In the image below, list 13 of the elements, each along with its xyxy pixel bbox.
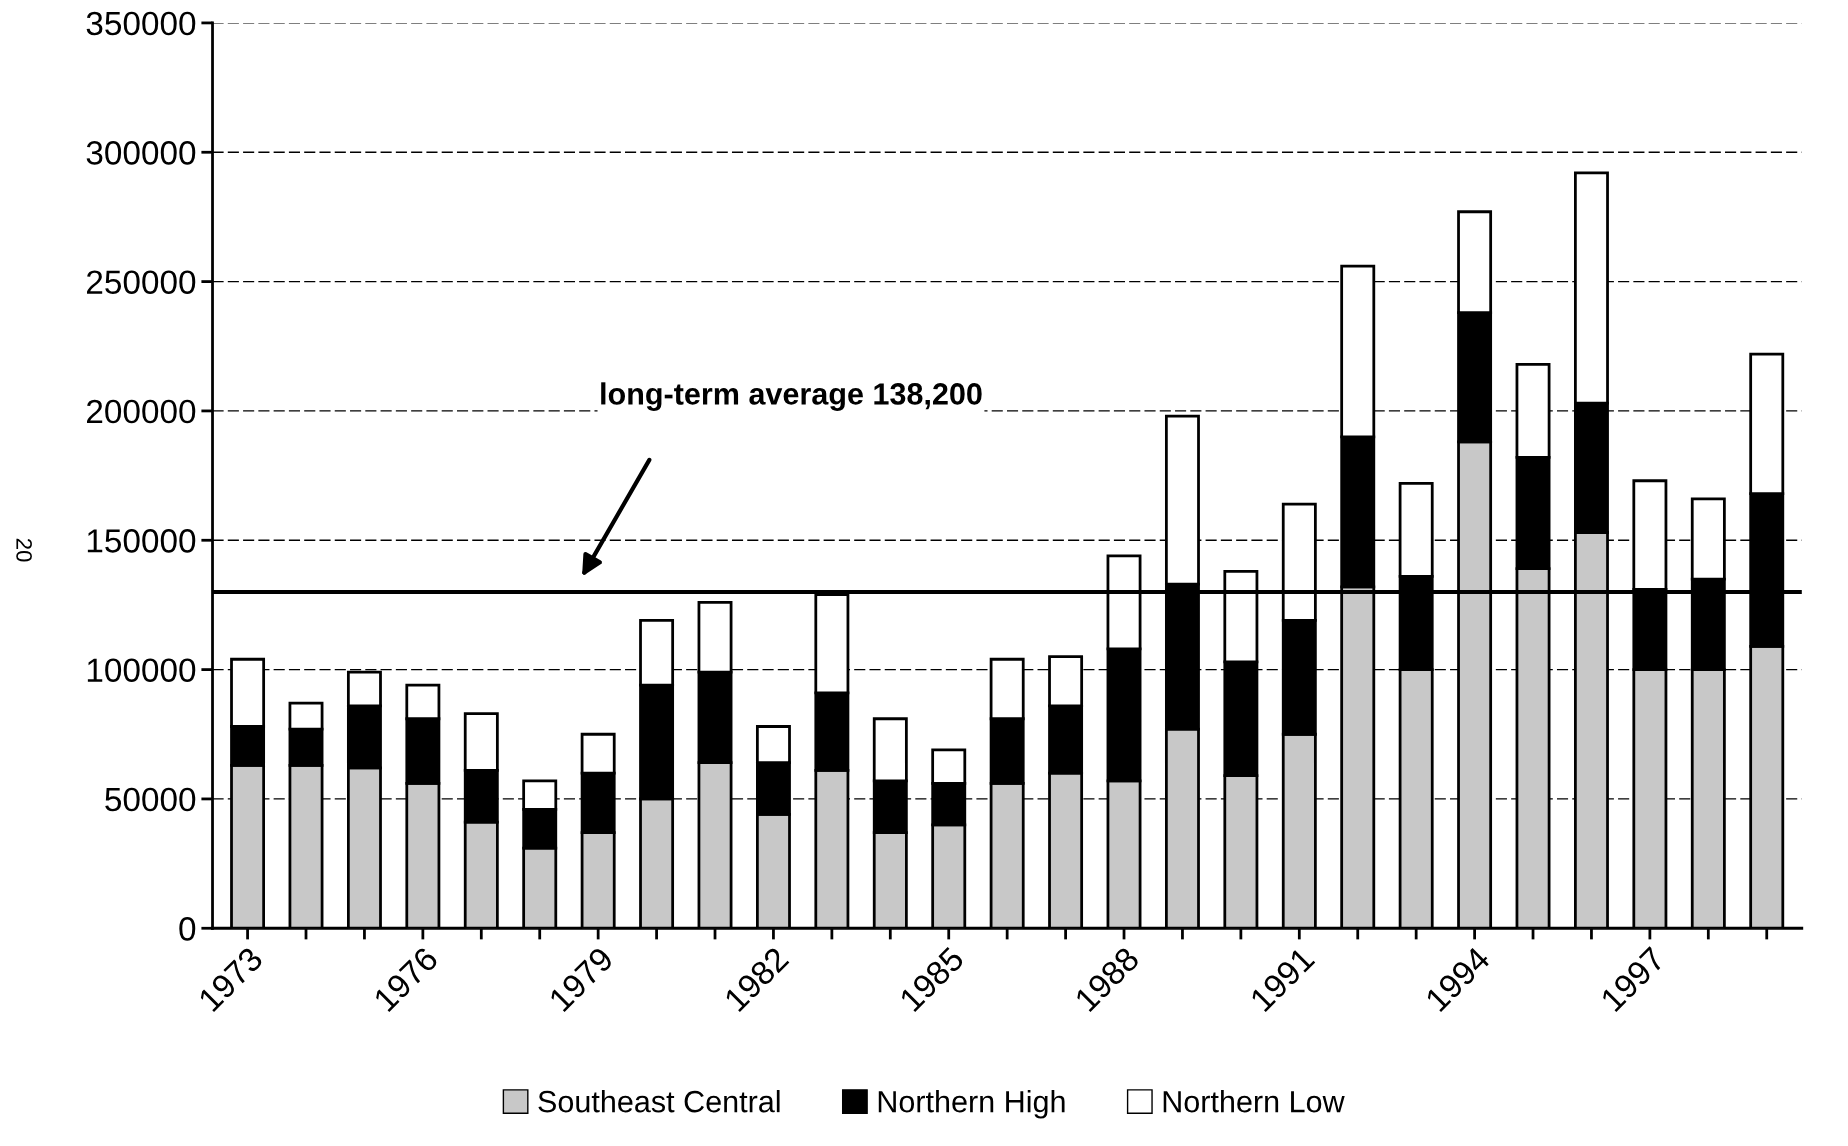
y-tick-label: 200000 [87,399,196,424]
legend-label: Northern High [878,1090,1065,1119]
y-tick-label: 300000 [86,141,196,165]
y-tick-label: 250000 [87,270,196,294]
y-tick-label: 50000 [105,787,196,812]
text: 20 [16,538,32,562]
y-tick-label: 100000 [87,658,196,682]
annotation: long-term average 138,200 [601,382,982,411]
y-tick-label: 350000 [86,11,196,36]
y-tick-label: 0 [179,917,196,941]
y-tick-label: 150000 [87,529,196,553]
legend-label: Northern Low [1163,1090,1345,1113]
legend-label: Southeast Central [538,1090,780,1113]
